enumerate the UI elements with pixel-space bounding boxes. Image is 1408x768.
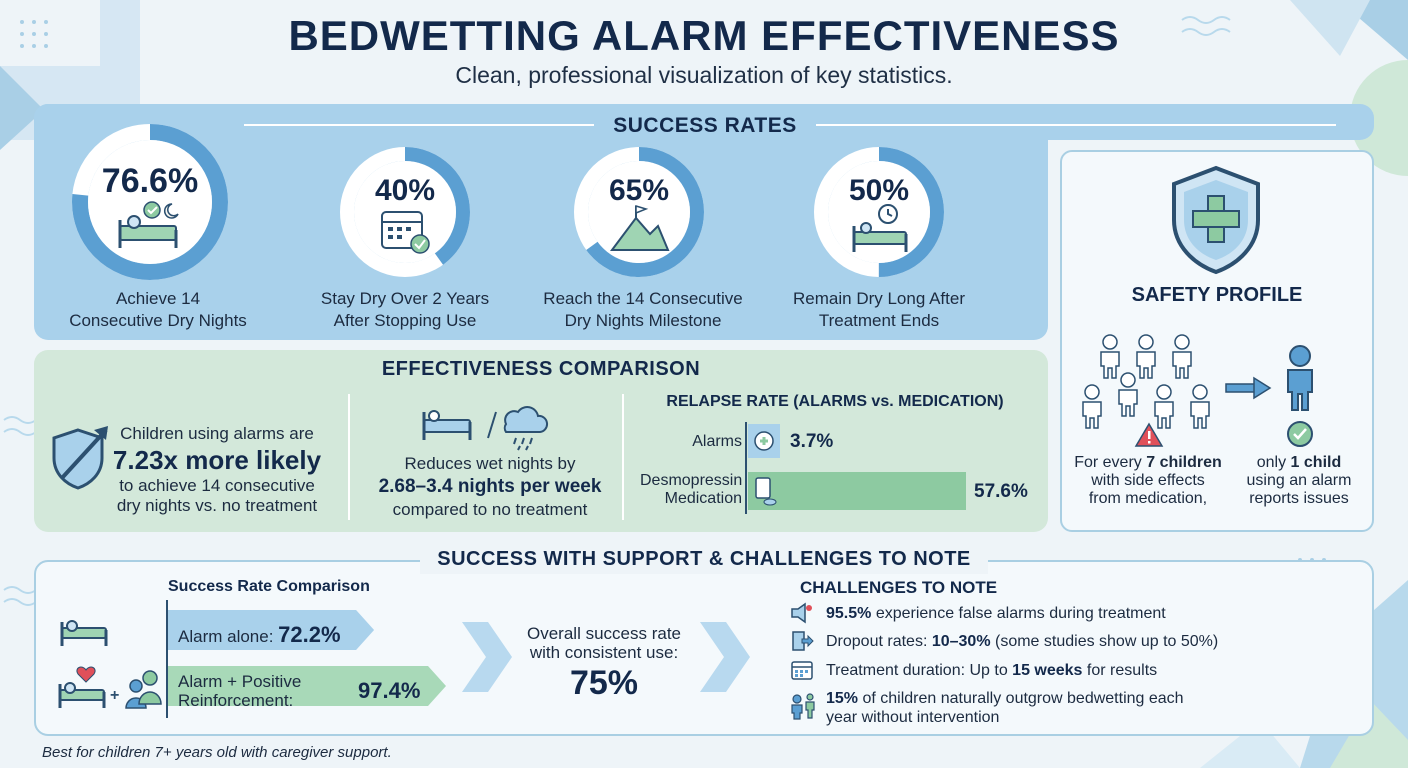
support-heading: SUCCESS WITH SUPPORT & CHALLENGES TO NOT… xyxy=(437,548,971,570)
heading-backdrop xyxy=(420,546,988,574)
chevron-right-icon xyxy=(700,622,750,692)
growing-child-icon xyxy=(791,693,815,720)
divider xyxy=(622,394,624,520)
calendar-icon xyxy=(791,661,813,680)
relapse-bars xyxy=(745,422,966,514)
ring-label-3: Reach the 14 Consecutive Dry Nights Mile… xyxy=(543,289,743,330)
ring-percent-4: 50% xyxy=(848,174,910,207)
person-icon xyxy=(1190,384,1210,429)
right-arrow-icon xyxy=(1225,376,1272,400)
bed-rain-icon xyxy=(422,406,549,451)
ring-progress xyxy=(72,124,228,280)
warning-icon xyxy=(1134,422,1164,447)
challenges-heading: CHALLENGES TO NOTE xyxy=(800,578,998,597)
relapse-heading: RELAPSE RATE (ALARMS vs. MEDICATION) xyxy=(666,393,1004,410)
bar-alarm-plus xyxy=(168,666,446,706)
bed-clock-icon xyxy=(852,204,908,252)
person-icon xyxy=(1118,372,1138,417)
mountain-flag-icon xyxy=(610,204,670,251)
person-icon xyxy=(1172,334,1192,379)
relapse-med-value: 57.6% xyxy=(974,481,1028,502)
ring-label-4: Remain Dry Long After Treatment Ends xyxy=(793,289,965,330)
alarm-plus-row: Alarm + Positive Reinforcement: xyxy=(178,672,302,710)
children-group-icon xyxy=(1082,334,1210,429)
exit-door-icon xyxy=(792,631,814,651)
divider xyxy=(348,394,350,520)
bar-alarm-alone xyxy=(168,610,375,650)
check-circle-icon xyxy=(1287,421,1313,447)
page-title: BEDWETTING ALARM EFFECTIVENESS xyxy=(288,12,1120,59)
overall-success: Overall success rate with consistent use… xyxy=(527,624,681,702)
relapse-bar-medication xyxy=(748,472,966,510)
shield-cross-icon xyxy=(1172,165,1260,275)
chevron-right-icon xyxy=(462,622,512,692)
success-rates-heading: SUCCESS RATES xyxy=(613,114,797,137)
footer-note: Best for children 7+ years old with care… xyxy=(42,744,392,761)
challenge-item: Dropout rates: 10–30% (some studies show… xyxy=(826,633,1219,650)
alarm-speaker-icon xyxy=(791,602,812,624)
ring-percent-3: 65% xyxy=(608,174,670,207)
challenge-item: Treatment duration: Up to 15 weeks for r… xyxy=(826,662,1158,679)
ring-label-1: Achieve 14 Consecutive Dry Nights xyxy=(69,289,247,330)
bed-heart-family-icon: + xyxy=(58,666,162,709)
safety-alarm-text: only 1 child using an alarm reports issu… xyxy=(1246,454,1352,507)
challenge-item: 95.5% experience false alarms during tre… xyxy=(826,605,1166,622)
person-icon xyxy=(1154,384,1174,429)
challenge-item: 15% of children naturally outgrow bedwet… xyxy=(826,690,1184,726)
child-icon xyxy=(1287,345,1313,411)
divider xyxy=(244,124,594,126)
comparison-heading: Success Rate Comparison xyxy=(168,578,370,595)
safety-medication-text: For every 7 children with side effects f… xyxy=(1074,454,1222,507)
relapse-alarms-value: 3.7% xyxy=(790,431,834,452)
ring-percent-1: 76.6% xyxy=(101,162,199,200)
ring-progress xyxy=(574,147,704,277)
axis-line xyxy=(166,600,168,718)
person-icon xyxy=(1082,384,1102,429)
ring-label-2: Stay Dry Over 2 Years After Stopping Use xyxy=(320,289,490,330)
relapse-alarms-label: Alarms xyxy=(692,433,742,450)
success-comparison-bars xyxy=(168,610,446,706)
ring-progress xyxy=(814,147,944,277)
calendar-check-icon xyxy=(381,211,430,254)
alarm-likelihood: Children using alarms are 7.23x more lik… xyxy=(112,424,322,515)
wet-nights-reduction: Reduces wet nights by 2.68–3.4 nights pe… xyxy=(378,454,602,519)
ring-progress xyxy=(340,147,470,277)
bed-check-moon-icon xyxy=(118,201,179,248)
person-icon xyxy=(1100,334,1120,379)
relapse-med-label: Desmopressin Medication xyxy=(640,472,743,507)
divider xyxy=(816,124,1336,126)
shield-arrow-icon xyxy=(52,426,108,490)
svg-text:+: + xyxy=(110,687,119,704)
ring-percent-2: 40% xyxy=(374,174,436,207)
bed-icon xyxy=(60,620,108,646)
person-icon xyxy=(1136,334,1156,379)
safety-heading: SAFETY PROFILE xyxy=(1131,284,1303,306)
page-subtitle: Clean, professional visualization of key… xyxy=(455,62,953,88)
alarm-alone-row: Alarm alone: 72.2% xyxy=(178,622,341,647)
effectiveness-heading: EFFECTIVENESS COMPARISON xyxy=(381,358,701,380)
alarm-plus-value: 97.4% xyxy=(358,678,421,703)
